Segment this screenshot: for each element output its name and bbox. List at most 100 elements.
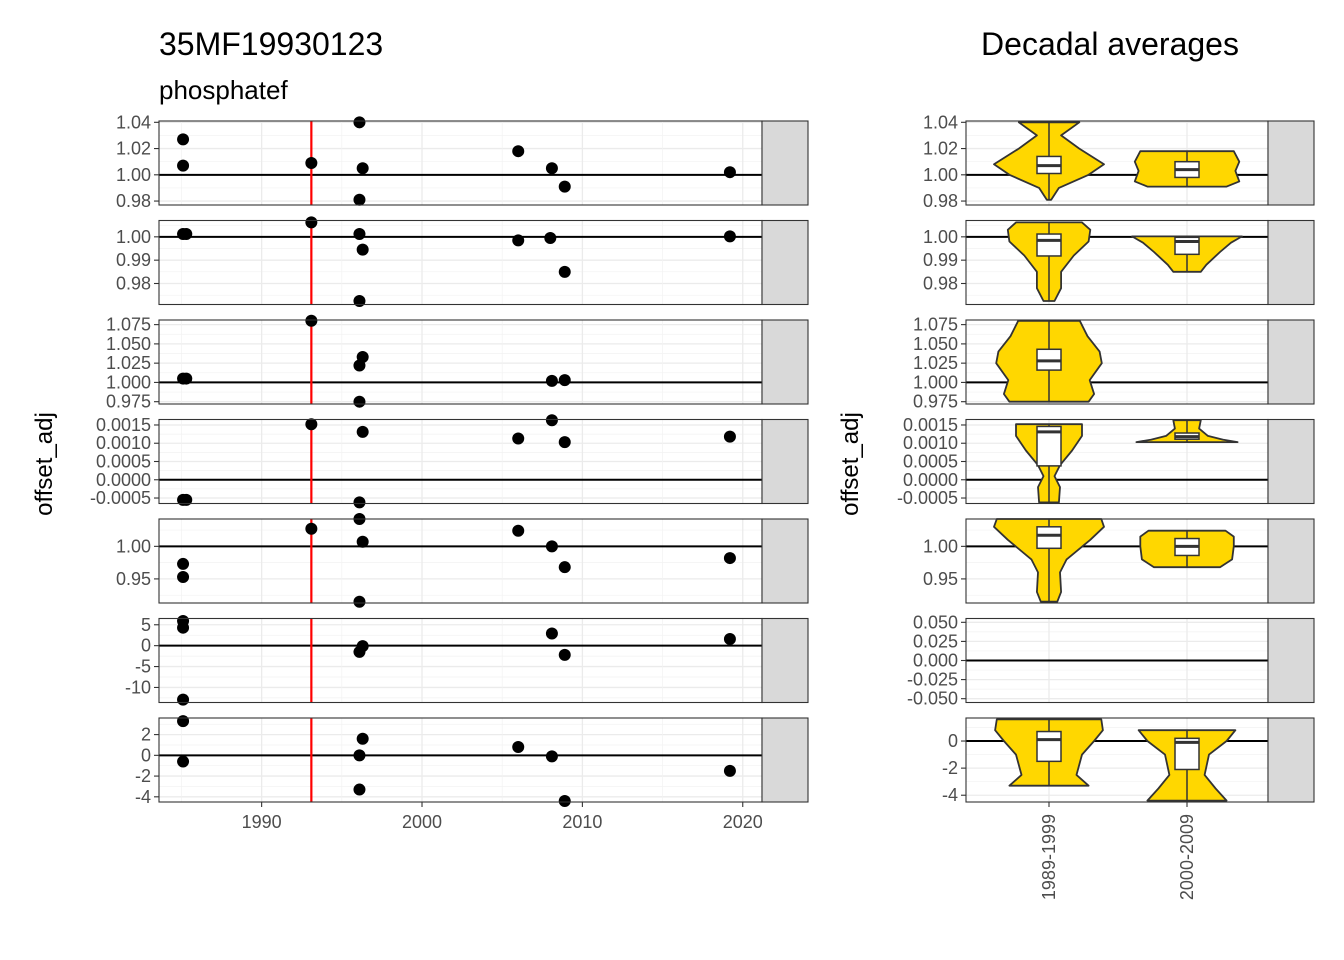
left-panel-background [159, 519, 762, 603]
right-y-tick-label: -2 [942, 758, 958, 778]
left-y-tick-label: 1.000 [106, 372, 151, 392]
data-point [177, 557, 190, 570]
data-point [177, 621, 190, 634]
right-y-tick-label: 1.00 [923, 227, 958, 247]
right-y-tick-label: -4 [942, 785, 958, 805]
left-y-tick-label: 5 [141, 615, 151, 635]
data-point [353, 395, 366, 408]
data-point [353, 359, 366, 372]
data-point [353, 749, 366, 762]
category-tick-label: 1989-1999 [1039, 814, 1059, 900]
data-point [723, 552, 736, 565]
right-y-tick-label: 0.050 [913, 612, 958, 632]
data-point [558, 561, 571, 574]
data-point [353, 228, 366, 241]
left-chart-subtitle: phosphatef [159, 75, 288, 105]
left-y-tick-label: -10 [125, 677, 151, 697]
data-point [177, 159, 190, 172]
data-point [180, 228, 193, 241]
left-y-tick-label: -0.0005 [90, 488, 151, 508]
data-point [305, 216, 318, 229]
left-y-tick-label: 0.95 [116, 569, 151, 589]
left-y-tick-label: 1.00 [116, 227, 151, 247]
right-y-axis-label: offset_adj [837, 412, 864, 516]
data-point [544, 232, 557, 244]
x-tick-label: 2020 [723, 812, 763, 832]
left-y-tick-label: 0.98 [116, 274, 151, 294]
right-y-tick-label: 0.975 [913, 392, 958, 412]
data-point [558, 436, 571, 449]
left-panel-background [159, 618, 762, 703]
data-point [353, 193, 366, 206]
left-facet-strip [761, 418, 809, 505]
right-y-tick-label: 0.0010 [903, 433, 958, 453]
left-y-tick-label: 1.00 [116, 165, 151, 185]
box-iqr [1174, 236, 1200, 256]
right-y-tick-label: 1.050 [913, 334, 958, 354]
data-point [558, 180, 571, 193]
data-point [545, 627, 558, 640]
left-panel-background [159, 220, 762, 305]
data-point [512, 145, 525, 158]
right-y-tick-label: 0.0005 [903, 452, 958, 472]
right-y-tick-label: -0.0005 [897, 488, 958, 508]
right-facet-strip [1267, 120, 1315, 206]
data-point [512, 432, 525, 445]
data-point [353, 116, 366, 129]
data-point [545, 374, 558, 387]
data-point [180, 372, 193, 385]
left-y-tick-label: 0 [141, 745, 151, 765]
left-y-axis-label: offset_adj [31, 412, 58, 516]
data-point [512, 524, 525, 537]
right-facet-strip [1267, 219, 1315, 306]
right-chart-title: Decadal averages [981, 26, 1239, 62]
right-y-tick-label: 0.025 [913, 631, 958, 651]
left-facet-strip [761, 319, 809, 405]
left-y-tick-label: 0.0010 [96, 433, 151, 453]
left-panel-background [159, 320, 762, 404]
left-y-tick-label: -4 [135, 787, 151, 807]
data-point [723, 230, 736, 243]
left-y-tick-label: 0.98 [116, 191, 151, 211]
right-y-tick-label: 1.04 [923, 112, 958, 132]
right-facet-strip [1267, 518, 1315, 604]
left-facet-strip [761, 717, 809, 803]
data-point [180, 493, 193, 506]
right-y-tick-label: -0.050 [907, 689, 958, 709]
data-point [356, 732, 369, 745]
data-point [356, 535, 369, 548]
box-iqr [1036, 233, 1062, 257]
data-point [545, 162, 558, 175]
data-point [177, 693, 190, 706]
right-facet-strip [1267, 418, 1315, 505]
right-y-tick-label: 0.000 [913, 651, 958, 671]
right-y-tick-label: 0.99 [923, 250, 958, 270]
right-y-tick-label: 0 [948, 731, 958, 751]
right-facet-strip [1267, 717, 1315, 803]
right-facet-strip [1267, 617, 1315, 704]
data-point [356, 640, 369, 653]
data-point [177, 570, 190, 583]
data-point [545, 414, 558, 427]
left-y-tick-label: -2 [135, 766, 151, 786]
data-point [558, 794, 571, 807]
left-y-tick-label: -5 [135, 657, 151, 677]
right-y-tick-label: 0.98 [923, 274, 958, 294]
right-y-tick-label: 1.00 [923, 165, 958, 185]
right-facet-plot: 0.981.001.021.04nitrate0.980.991.00oxyge… [897, 112, 1315, 900]
left-panel-background [159, 718, 762, 802]
data-point [353, 295, 366, 307]
left-chart-title: 35MF19930123 [159, 26, 383, 62]
data-point [305, 418, 318, 431]
right-y-tick-label: 1.00 [923, 536, 958, 556]
data-point [305, 314, 318, 327]
right-y-tick-label: 0.95 [923, 569, 958, 589]
left-y-tick-label: 1.075 [106, 315, 151, 335]
data-point [305, 157, 318, 169]
right-facet-strip [1267, 319, 1315, 405]
data-point [512, 234, 525, 247]
left-facet-strip [761, 219, 809, 306]
left-y-tick-label: 1.025 [106, 353, 151, 373]
right-y-tick-label: 0.0000 [903, 470, 958, 490]
